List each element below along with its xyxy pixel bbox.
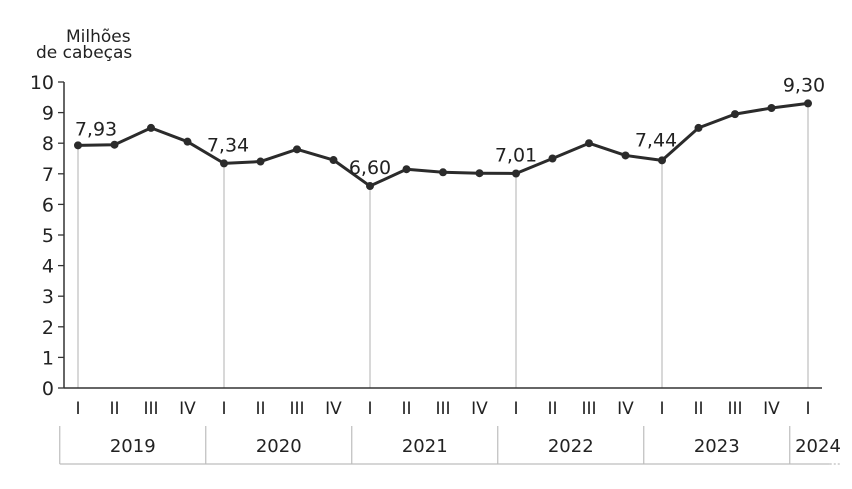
x-category-label: I	[221, 399, 226, 419]
year-label: 2024	[795, 436, 841, 457]
y-tick-label: 8	[42, 133, 54, 155]
data-point	[147, 123, 155, 132]
x-category-label: III	[727, 399, 742, 419]
y-tick-label: 7	[42, 164, 54, 186]
x-category-label: III	[143, 399, 158, 419]
data-label: 7,34	[207, 134, 249, 156]
x-category-label: II	[109, 399, 119, 419]
data-point	[767, 104, 776, 113]
data-point	[110, 140, 119, 149]
data-point	[658, 156, 666, 165]
y-tick-label: 5	[42, 225, 54, 247]
data-point	[256, 157, 265, 166]
x-category-label: II	[401, 399, 411, 419]
year-label: 2019	[110, 436, 156, 457]
y-axis-label-line-2: de cabeças	[36, 43, 132, 63]
data-point	[329, 156, 338, 165]
x-category-label: IV	[179, 399, 196, 419]
year-labels: 2019 2020 2021 2022 2023 2024	[59, 426, 841, 465]
data-point	[731, 110, 739, 119]
y-tick-label: 6	[42, 194, 54, 216]
year-label: 2020	[256, 436, 302, 457]
y-tick-label: 4	[42, 256, 54, 278]
data-label: 7,93	[75, 118, 117, 140]
x-category-label: IV	[763, 399, 780, 419]
x-category-label: I	[75, 399, 80, 419]
y-tick-label: 10	[30, 72, 54, 94]
y-tick-label: 9	[42, 103, 54, 125]
x-category-label: IV	[325, 399, 342, 419]
year-label: 2021	[402, 436, 448, 457]
data-points	[74, 99, 812, 191]
y-tick-label: 0	[42, 378, 54, 400]
x-category-label: II	[693, 399, 703, 419]
data-point	[74, 141, 82, 150]
y-tick-label: 2	[42, 317, 54, 339]
data-point	[548, 154, 557, 163]
y-tick-labels: 0 1 2 3 4 5 6 7 8 9 10	[30, 72, 64, 400]
data-point	[585, 139, 593, 148]
data-label: 6,60	[349, 157, 391, 179]
x-category-label: I	[513, 399, 518, 419]
year-label: 2023	[694, 436, 740, 457]
y-axis-label-line-1: Milhões	[66, 27, 131, 47]
data-point	[220, 159, 228, 168]
data-label: 7,44	[635, 129, 677, 151]
x-category-labels: I II III IV I II III IV I II III IV I II III IV I II III IV…	[75, 399, 810, 419]
x-category-label: II	[547, 399, 557, 419]
x-category-label: III	[289, 399, 304, 419]
y-tick-label: 3	[42, 286, 54, 308]
data-point	[439, 168, 447, 177]
x-category-label: III	[581, 399, 596, 419]
vertical-gridlines	[77, 103, 809, 388]
x-category-label: III	[435, 399, 450, 419]
axes	[63, 82, 822, 389]
data-point	[804, 99, 812, 108]
data-label: 7,01	[495, 144, 537, 166]
x-category-label: I	[805, 399, 810, 419]
x-category-label: IV	[471, 399, 488, 419]
data-point	[512, 169, 520, 178]
y-tick-label: 1	[42, 347, 54, 369]
data-point	[183, 137, 192, 146]
data-point	[475, 169, 484, 178]
data-point	[366, 182, 374, 191]
x-category-label: IV	[617, 399, 634, 419]
x-category-label: I	[659, 399, 664, 419]
x-category-label: II	[255, 399, 265, 419]
data-point	[402, 165, 411, 174]
data-labels: 7,93 7,34 6,60 7,01 7,44 9,30	[75, 74, 825, 179]
data-point	[694, 123, 703, 132]
x-category-label: I	[367, 399, 372, 419]
data-point	[621, 151, 630, 160]
data-label: 9,30	[783, 74, 825, 96]
year-label: 2022	[548, 436, 594, 457]
data-point	[293, 145, 301, 154]
